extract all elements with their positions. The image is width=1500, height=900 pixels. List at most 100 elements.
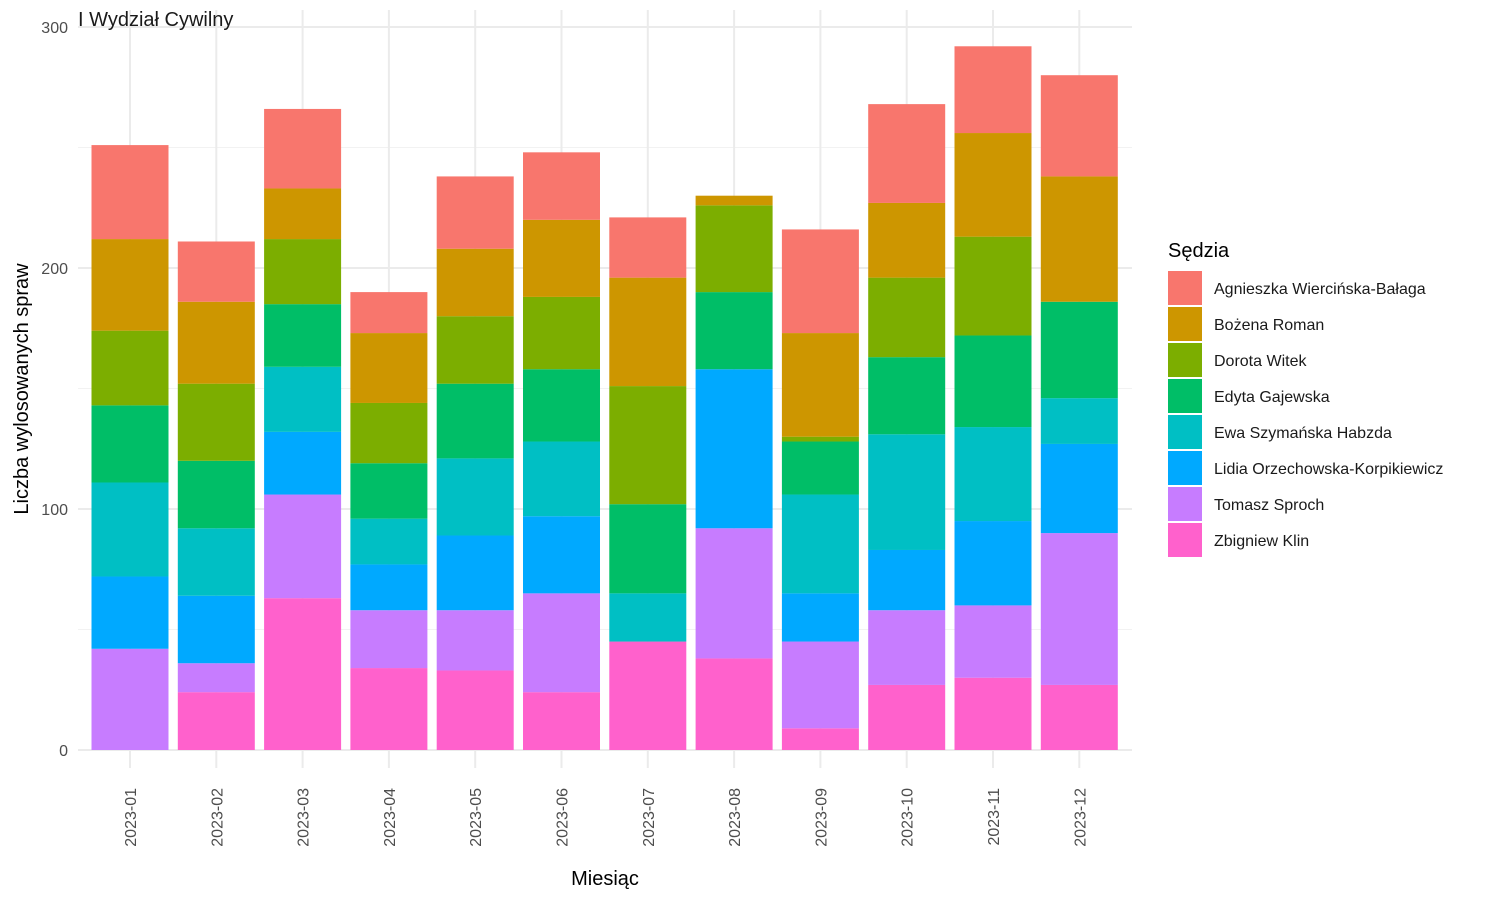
- bar-segment: [609, 504, 687, 594]
- bar-segment: [609, 217, 687, 278]
- x-tick-label: 2023-01: [123, 788, 140, 847]
- legend-swatch: [1168, 487, 1202, 521]
- bar-segment: [177, 301, 255, 384]
- bar-segment: [264, 598, 342, 750]
- bar-segment: [523, 441, 600, 517]
- legend-label: Agnieszka Wiercińska-Bałaga: [1214, 281, 1426, 298]
- bar-segment: [954, 605, 1032, 678]
- bar-segment: [609, 641, 687, 750]
- bar-segment: [91, 145, 169, 240]
- bar-segment: [1040, 533, 1118, 685]
- bar-segment: [436, 610, 514, 671]
- bar-segment: [1040, 176, 1118, 302]
- x-tick-label: 2023-06: [555, 788, 572, 847]
- bar-segment: [868, 610, 946, 685]
- bar-segment: [350, 610, 428, 669]
- bar-segment: [695, 658, 773, 750]
- legend-swatch: [1168, 307, 1202, 341]
- legend: Sędzia Agnieszka Wiercińska-Bałaga Bożena…: [1168, 240, 1443, 557]
- bar-segment: [177, 383, 255, 461]
- bar-segment: [177, 595, 255, 664]
- bar-segment: [264, 188, 342, 240]
- x-tick-label: 2023-03: [296, 788, 313, 847]
- bar-segment: [781, 593, 859, 642]
- legend-label: Dorota Witek: [1214, 353, 1307, 370]
- legend-label: Bożena Roman: [1214, 317, 1324, 334]
- bar-segment: [264, 108, 342, 189]
- bar-segment: [350, 292, 428, 334]
- bar-segment: [264, 304, 342, 367]
- bar-segment: [91, 576, 169, 649]
- bar-segment: [954, 46, 1032, 134]
- legend-label: Lidia Orzechowska-Korpikiewicz: [1214, 461, 1443, 478]
- x-tick-label: 2023-02: [209, 788, 226, 847]
- bar-segment: [350, 668, 428, 750]
- bar-segment: [264, 366, 342, 432]
- bar-segment: [954, 521, 1032, 606]
- bar-segment: [350, 564, 428, 611]
- bar-segment: [781, 333, 859, 437]
- bar-segment: [781, 641, 859, 729]
- bar-segment: [91, 648, 169, 750]
- legend-label: Edyta Gajewska: [1214, 389, 1330, 406]
- bar-segment: [954, 335, 1032, 428]
- bar-segment: [695, 195, 773, 206]
- bar-segment: [523, 369, 600, 442]
- y-tick-label: 0: [59, 743, 68, 760]
- bar-segment: [868, 434, 946, 550]
- bars: [91, 46, 1118, 750]
- bar-segment: [264, 239, 342, 305]
- x-tick-label: 2023-12: [1072, 788, 1089, 847]
- x-tick-label: 2023-05: [468, 788, 485, 847]
- bar-segment: [523, 296, 600, 370]
- bar-segment: [177, 460, 255, 529]
- bar-segment: [1040, 443, 1118, 534]
- bar-segment: [350, 463, 428, 519]
- bar-segment: [264, 494, 342, 599]
- bar-segment: [523, 219, 600, 297]
- legend-label: Zbigniew Klin: [1214, 533, 1309, 550]
- bar-segment: [695, 292, 773, 370]
- y-tick-label: 200: [41, 261, 68, 278]
- x-tick-label: 2023-04: [382, 788, 399, 847]
- bar-segment: [436, 316, 514, 384]
- bar-segment: [350, 518, 428, 565]
- bar-segment: [523, 593, 600, 693]
- bar-segment: [609, 386, 687, 505]
- legend-title: Sędzia: [1168, 240, 1230, 262]
- bar-segment: [264, 431, 342, 495]
- bar-segment: [436, 535, 514, 611]
- bar-segment: [1040, 684, 1118, 750]
- bar-segment: [523, 692, 600, 750]
- bar-segment: [781, 436, 859, 442]
- chart-title: I Wydział Cywilny: [78, 9, 233, 31]
- legend-label: Ewa Szymańska Habzda: [1214, 425, 1392, 442]
- bar-segment: [91, 330, 169, 406]
- x-tick-label: 2023-11: [986, 788, 1003, 846]
- bar-segment: [436, 176, 514, 249]
- bar-segment: [695, 369, 773, 529]
- bar-segment: [954, 236, 1032, 336]
- y-tick-label: 100: [41, 502, 68, 519]
- bar-segment: [436, 670, 514, 750]
- legend-swatch: [1168, 451, 1202, 485]
- bar-segment: [523, 516, 600, 594]
- x-tick-label: 2023-10: [900, 788, 917, 847]
- bar-segment: [781, 494, 859, 594]
- bar-segment: [954, 677, 1032, 750]
- bar-segment: [954, 133, 1032, 237]
- bar-segment: [91, 405, 169, 483]
- bar-segment: [350, 402, 428, 464]
- bar-segment: [868, 277, 946, 358]
- bar-segment: [436, 383, 514, 459]
- bar-segment: [1040, 301, 1118, 399]
- bar-segment: [781, 728, 859, 750]
- legend-swatch: [1168, 343, 1202, 377]
- bar-segment: [609, 593, 687, 642]
- legend-items: Agnieszka Wiercińska-Bałaga Bożena Roman D…: [1168, 271, 1443, 557]
- bar-segment: [436, 248, 514, 317]
- x-axis-tick-labels: 2023-01 2023-02 2023-03 2023-04 2023-05 2023-…: [123, 788, 1089, 847]
- bar-segment: [91, 239, 169, 331]
- bar-segment: [523, 152, 600, 220]
- bar-segment: [177, 241, 255, 302]
